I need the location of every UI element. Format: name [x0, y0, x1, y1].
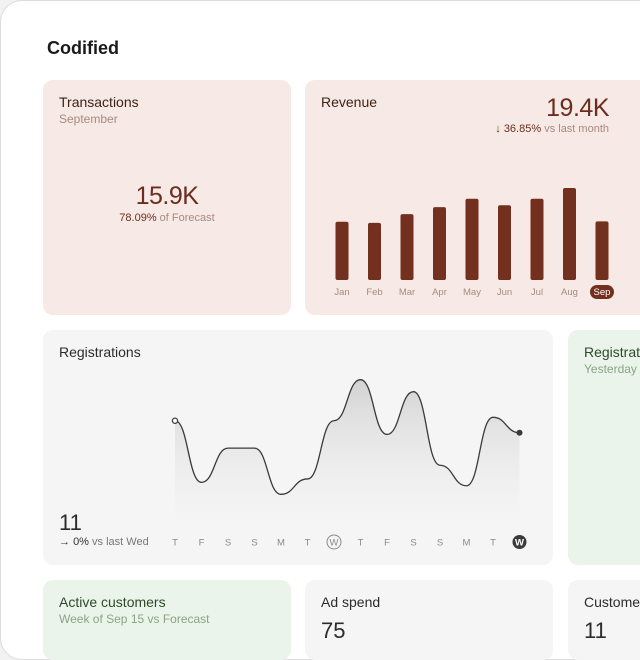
registrations-change-label: vs last Wed	[92, 536, 149, 548]
revenue-month-label-jul: Jul	[531, 287, 543, 298]
registrations-day-label: F	[384, 537, 390, 548]
revenue-month-highlight	[590, 285, 614, 299]
registrations-yesterday-subtitle: Yesterday	[584, 362, 637, 376]
revenue-bar-apr[interactable]	[433, 207, 446, 280]
registrations-day-label: S	[225, 537, 231, 548]
registrations-card[interactable]: T F S S M T W T F S S M T W Registrations 11 → 0% vs …	[43, 330, 553, 565]
customers-card[interactable]: Custome 11	[568, 580, 640, 660]
arrow-down-icon: ↓	[495, 123, 501, 135]
revenue-bar-aug[interactable]	[563, 188, 576, 280]
registrations-day-label: W	[515, 537, 524, 548]
registrations-change: → 0% vs last Wed	[59, 536, 149, 548]
registrations-day-label: T	[490, 537, 496, 548]
transactions-value: 15.9K	[135, 182, 199, 210]
registrations-day-label: T	[172, 537, 178, 548]
revenue-month-label-feb: Feb	[366, 287, 382, 298]
revenue-title: Revenue	[321, 94, 378, 110]
revenue-bar-jan[interactable]	[335, 221, 349, 280]
registrations-line	[174, 379, 520, 495]
registrations-yesterday-card[interactable]: Registrat Yesterday	[568, 330, 640, 565]
revenue-month-label-may: May	[463, 287, 481, 298]
transactions-title: Transactions	[59, 94, 139, 110]
customers-title: Custome	[584, 594, 640, 610]
customers-value: 11	[584, 618, 607, 643]
transactions-period: September	[59, 112, 118, 126]
revenue-bar-chart: Jan Feb Mar Apr May Jun Jul Aug Sep	[334, 188, 614, 299]
app-title: Codified	[47, 38, 119, 58]
ad-spend-title: Ad spend	[321, 594, 381, 610]
registrations-title: Registrations	[59, 344, 141, 360]
revenue-change: ↓ 36.85% vs last month	[495, 123, 609, 135]
revenue-month-label-apr: Apr	[432, 287, 447, 298]
registrations-change-pct: 0%	[73, 536, 89, 548]
transactions-card[interactable]: Transactions September 15.9K 78.09% of F…	[43, 80, 291, 315]
revenue-month-label-aug: Aug	[561, 287, 578, 298]
day-highlight-filled	[512, 535, 527, 549]
ad-spend-value: 75	[321, 618, 346, 643]
arrow-right-icon: →	[59, 536, 70, 548]
registrations-start-point[interactable]	[171, 417, 179, 425]
active-customers-card[interactable]: Active customers Week of Sep 15 vs Forec…	[43, 580, 291, 660]
revenue-month-label-mar: Mar	[399, 287, 415, 298]
revenue-month-label-jan: Jan	[334, 287, 349, 298]
active-customers-subtitle: Week of Sep 15 vs Forecast	[59, 612, 210, 626]
registrations-day-label: T	[358, 537, 364, 548]
active-customers-title: Active customers	[59, 594, 166, 610]
registrations-day-label: F	[199, 537, 205, 548]
registrations-day-label: W	[330, 537, 339, 548]
registrations-yesterday-title: Registrat	[584, 344, 640, 360]
registrations-end-point[interactable]	[516, 429, 523, 436]
revenue-bar-jul[interactable]	[530, 198, 544, 280]
revenue-bar-may[interactable]	[465, 198, 479, 280]
revenue-bar-jun[interactable]	[498, 205, 511, 280]
revenue-month-label-jun: Jun	[497, 287, 512, 298]
registrations-day-label: M	[463, 537, 471, 548]
registrations-day-label: S	[437, 537, 443, 548]
registrations-day-label: M	[277, 537, 285, 548]
day-highlight-ring	[326, 534, 342, 550]
revenue-bar-mar[interactable]	[400, 214, 414, 280]
registrations-value: 11	[59, 510, 82, 535]
revenue-value: 19.4K	[546, 94, 609, 122]
revenue-month-label-sep: Sep	[594, 287, 611, 298]
registrations-day-label: S	[410, 537, 416, 548]
registrations-day-label: T	[305, 537, 311, 548]
registrations-area-fill	[175, 379, 520, 520]
revenue-bar-feb[interactable]	[368, 222, 381, 280]
transactions-forecast: 78.09% of Forecast	[43, 212, 291, 224]
revenue-card[interactable]: Jan Feb Mar Apr May Jun Jul Aug Sep Revenue 19.4…	[305, 80, 640, 315]
transactions-forecast-pct: 78.09%	[119, 212, 157, 224]
revenue-change-pct: 36.85%	[503, 123, 542, 135]
registrations-day-label: S	[251, 537, 257, 548]
revenue-bar-sep[interactable]	[595, 221, 609, 280]
revenue-change-label: vs last month	[544, 123, 609, 135]
ad-spend-card[interactable]: Ad spend 75	[305, 580, 553, 660]
transactions-forecast-label: of Forecast	[159, 212, 215, 224]
